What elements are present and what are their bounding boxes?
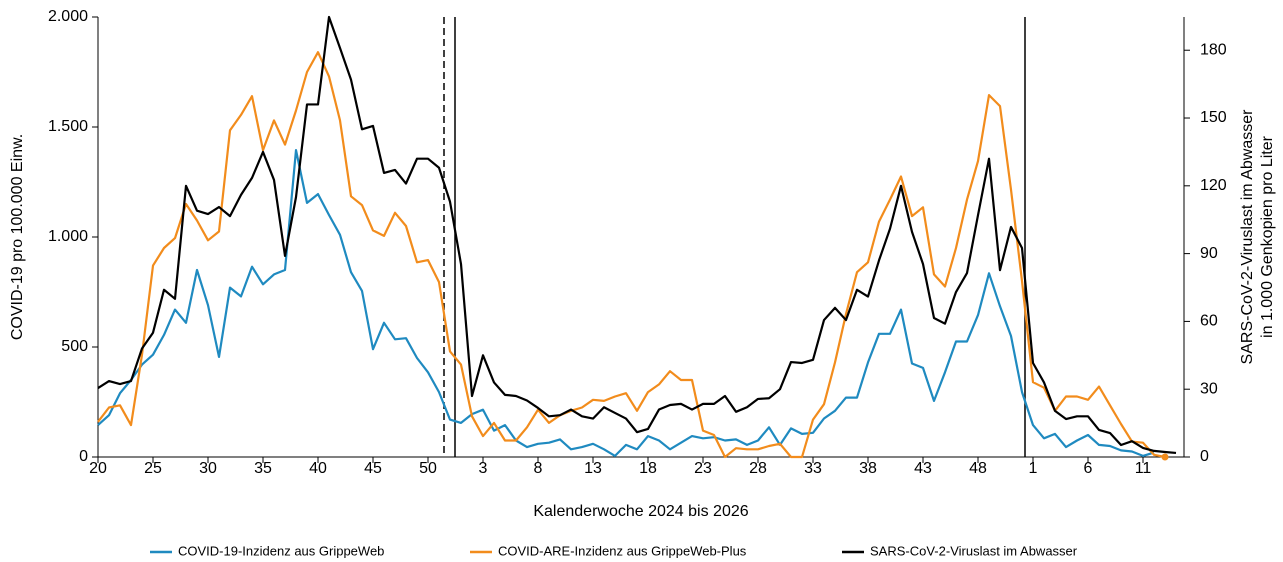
y2-tick-label: 180 [1200,41,1227,58]
x-tick-label: 43 [914,460,932,477]
y2-tick-label: 30 [1200,380,1218,397]
x-tick-label: 6 [1084,460,1093,477]
x-tick-label: 3 [479,460,488,477]
last-point-marker [1161,453,1169,461]
y2-tick-label: 120 [1200,177,1227,194]
x-axis-label: Kalenderwoche 2024 bis 2026 [533,503,748,520]
legend-label: COVID-ARE-Inzidenz aus GrippeWeb-Plus [498,543,747,558]
legend-label: SARS-CoV-2-Viruslast im Abwasser [870,543,1078,558]
series-line [97,15,1177,455]
y2-tick-label: 60 [1200,313,1218,330]
x-tick-label: 45 [364,460,382,477]
y-tick-label: 0 [79,448,88,465]
x-tick-label: 13 [584,460,602,477]
y2-tick-label: 90 [1200,245,1218,262]
x-tick-label: 50 [419,460,437,477]
x-tick-label: 23 [694,460,712,477]
x-tick-label: 28 [749,460,767,477]
y-tick-label: 1.500 [48,118,88,135]
x-tick-label: 18 [639,460,657,477]
legend-label: COVID-19-Inzidenz aus GrippeWeb [178,543,384,558]
x-tick-label: 1 [1029,460,1038,477]
x-tick-label: 30 [199,460,217,477]
series-line [97,149,1155,457]
y-tick-label: 2.000 [48,8,88,25]
y2-tick-label: 150 [1200,109,1227,126]
x-tick-label: 33 [804,460,822,477]
y-axis-label: COVID-19 pro 100.000 Einw. [9,134,26,340]
y2-tick-label: 0 [1200,448,1209,465]
plot-frame [97,17,1185,458]
x-tick-label: 38 [859,460,877,477]
x-tick-label: 20 [89,460,107,477]
x-tick-label: 48 [969,460,987,477]
x-tick-label: 40 [309,460,327,477]
y2-axis-label: in 1.000 Genkopien pro Liter [1259,135,1276,338]
x-tick-label: 35 [254,460,272,477]
x-tick-label: 11 [1135,460,1152,477]
series-line [97,51,1166,459]
x-tick-label: 8 [534,460,543,477]
legend: COVID-19-Inzidenz aus GrippeWeb COVID-ARE… [150,543,1078,558]
y2-axis-label: SARS-CoV-2-Viruslast im Abwasser [1239,109,1256,365]
y-tick-label: 500 [61,338,88,355]
x-tick-label: 25 [144,460,162,477]
y-tick-label: 1.000 [48,228,88,245]
